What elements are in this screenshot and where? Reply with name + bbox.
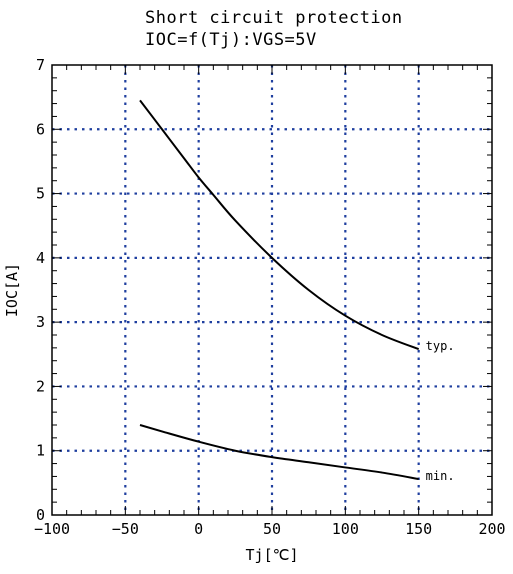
- series-line-typ: [139, 99, 420, 351]
- tick-labels: −100 −50 0 50 100 150 200 0 1 2 3 4 5 6 7 typ. min.: [34, 56, 506, 538]
- series-label-typ: typ.: [426, 339, 455, 353]
- y-tick-label: 5: [36, 185, 45, 203]
- y-tick-label: 1: [36, 442, 45, 460]
- series: [139, 99, 420, 480]
- y-tick-label: 6: [36, 120, 45, 138]
- x-tick-label: 50: [263, 520, 281, 538]
- chart-title: Short circuit protection: [145, 8, 403, 28]
- x-axis-label: Tj[℃]: [246, 546, 299, 564]
- x-tick-label: −100: [34, 520, 70, 538]
- series-line-min: [139, 424, 419, 480]
- y-tick-label: 2: [36, 377, 45, 395]
- x-tick-label: 200: [478, 520, 505, 538]
- grid: [52, 65, 492, 515]
- y-tick-label: 4: [36, 249, 45, 267]
- series-label-min: min.: [426, 469, 455, 483]
- x-tick-label: 100: [332, 520, 359, 538]
- y-tick-label: 0: [36, 506, 45, 524]
- x-tick-label: 0: [194, 520, 203, 538]
- y-tick-label: 7: [36, 56, 45, 74]
- x-tick-label: 150: [405, 520, 432, 538]
- y-axis-label: IOC[A]: [3, 263, 21, 317]
- x-tick-label: −50: [112, 520, 139, 538]
- plot-frame: [51, 64, 493, 516]
- y-tick-label: 3: [36, 313, 45, 331]
- chart-subtitle: IOC=f(Tj):VGS=5V: [145, 30, 317, 50]
